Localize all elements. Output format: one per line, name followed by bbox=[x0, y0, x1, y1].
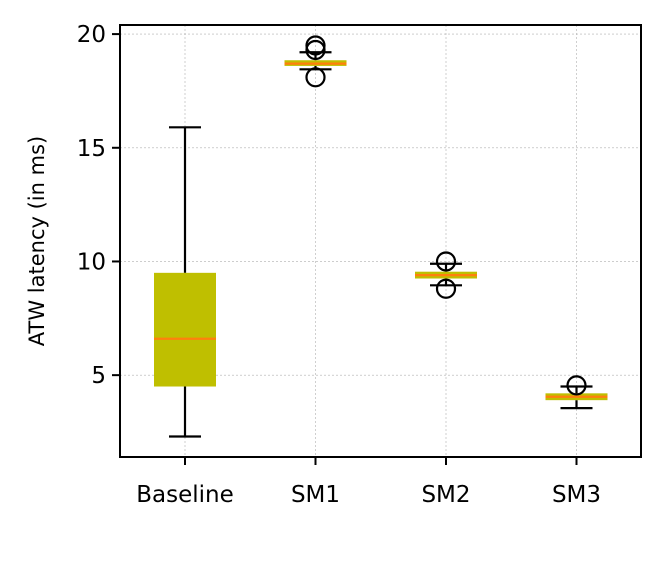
x-tick-label-baseline: Baseline bbox=[136, 482, 234, 508]
box-sm3 bbox=[545, 375, 608, 410]
box-body-baseline bbox=[154, 272, 216, 387]
flier-sm2-1 bbox=[435, 278, 457, 299]
flier-sm1-3 bbox=[305, 35, 326, 56]
x-tick-label-sm3: SM3 bbox=[552, 482, 601, 508]
x-tick-label-sm1: SM1 bbox=[291, 482, 340, 508]
y-tick-label-5: 5 bbox=[91, 363, 106, 389]
box-baseline bbox=[154, 126, 216, 438]
y-tick-label-10: 10 bbox=[77, 249, 106, 275]
flier-sm3-1 bbox=[566, 375, 587, 396]
plot-area-frame bbox=[119, 24, 642, 458]
y-axis: 5 10 15 20 bbox=[77, 22, 120, 389]
y-axis-label: ATW latency (in ms) bbox=[25, 136, 49, 346]
box-sm2 bbox=[415, 251, 477, 299]
box-sm1 bbox=[284, 35, 347, 88]
flier-sm2-2 bbox=[435, 251, 457, 272]
x-tick-label-sm2: SM2 bbox=[421, 482, 470, 508]
boxes-layer bbox=[154, 35, 608, 438]
y-tick-label-15: 15 bbox=[77, 136, 106, 162]
grid-layer bbox=[120, 25, 641, 457]
y-tick-label-20: 20 bbox=[77, 22, 106, 48]
flier-sm1-1 bbox=[305, 67, 326, 88]
x-axis: Baseline SM1 SM2 SM3 bbox=[136, 457, 601, 508]
